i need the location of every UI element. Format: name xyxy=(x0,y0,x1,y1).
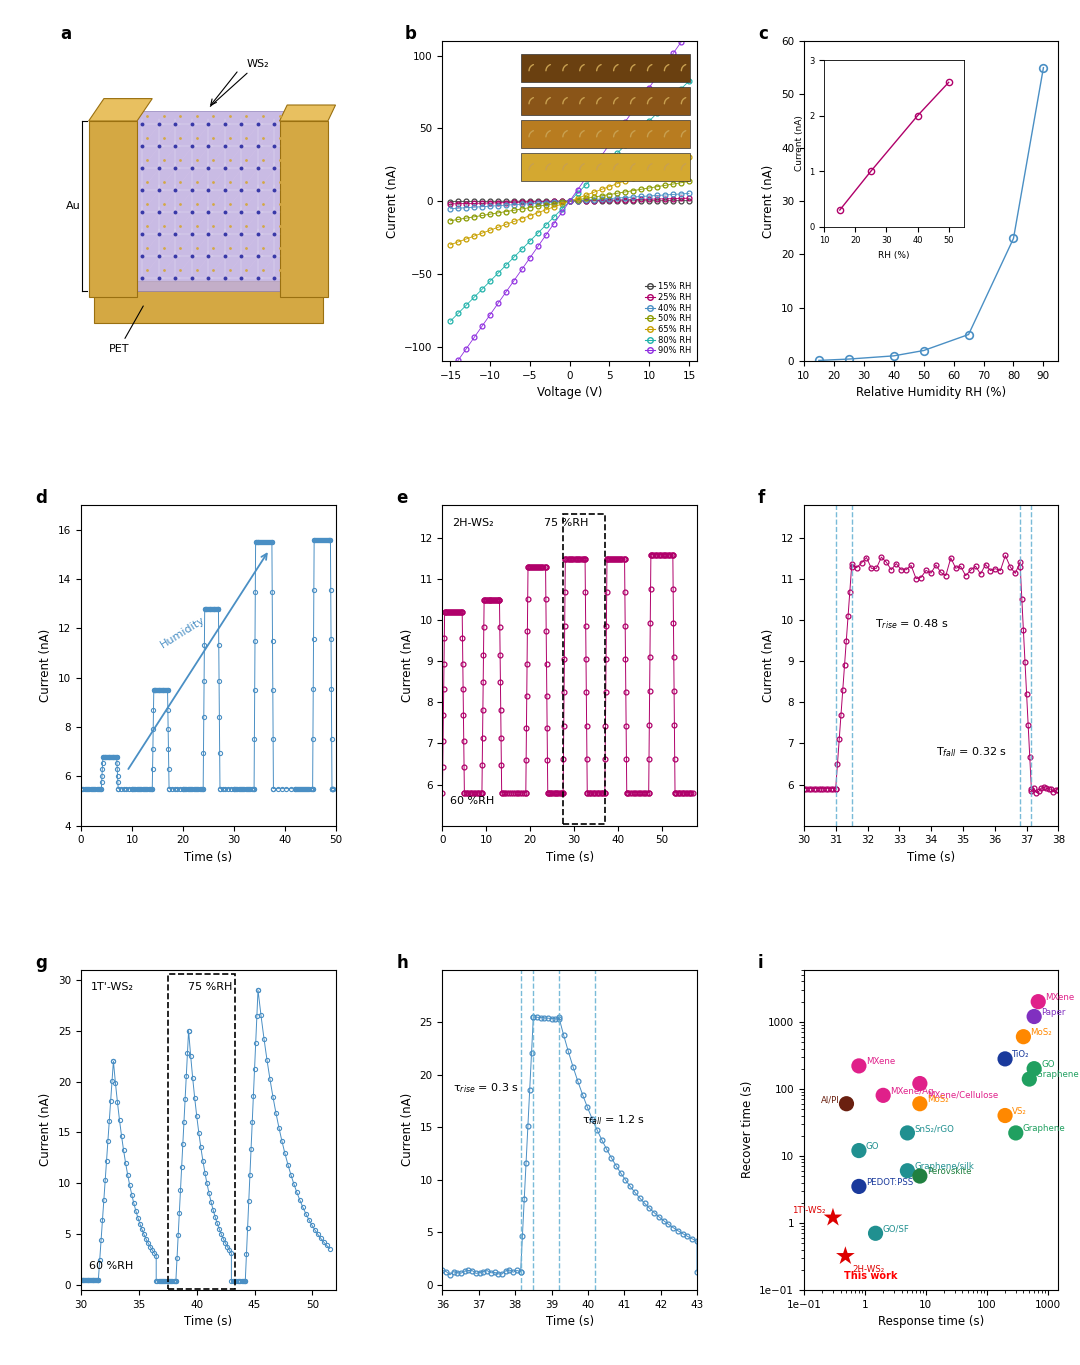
X-axis label: Relative Humidity RH (%): Relative Humidity RH (%) xyxy=(856,386,1007,400)
Text: MXene/Cellulose: MXene/Cellulose xyxy=(927,1091,998,1099)
Point xyxy=(1021,1069,1038,1091)
Point xyxy=(1015,1025,1032,1047)
Polygon shape xyxy=(89,121,137,298)
Text: 1T'-WS₂: 1T'-WS₂ xyxy=(91,983,134,992)
Text: Al/PI: Al/PI xyxy=(821,1095,839,1104)
X-axis label: Response time (s): Response time (s) xyxy=(878,1316,984,1328)
Text: 2H-WS₂: 2H-WS₂ xyxy=(453,519,495,528)
Polygon shape xyxy=(132,112,285,291)
Text: 2H-WS₂: 2H-WS₂ xyxy=(852,1265,885,1275)
Text: Perovskite: Perovskite xyxy=(927,1167,971,1177)
Text: τ$_{rise}$ = 0.3 s: τ$_{rise}$ = 0.3 s xyxy=(453,1081,518,1095)
Text: MoS₂: MoS₂ xyxy=(1030,1028,1052,1037)
Point xyxy=(837,1245,854,1267)
Y-axis label: Recover time (s): Recover time (s) xyxy=(741,1081,754,1178)
X-axis label: Time (s): Time (s) xyxy=(907,850,955,864)
Point xyxy=(875,1084,892,1106)
Point xyxy=(850,1055,867,1077)
Polygon shape xyxy=(280,121,328,298)
Text: Graphene Fiber: Graphene Fiber xyxy=(1037,1070,1080,1080)
Text: i: i xyxy=(758,954,764,972)
Y-axis label: Current (nA): Current (nA) xyxy=(762,164,775,238)
Text: This work: This work xyxy=(843,1271,897,1282)
Point xyxy=(912,1166,929,1188)
Polygon shape xyxy=(89,98,152,121)
X-axis label: Voltage (V): Voltage (V) xyxy=(537,386,603,400)
Text: c: c xyxy=(758,25,768,42)
Point xyxy=(824,1207,841,1228)
Text: MXene: MXene xyxy=(866,1058,895,1066)
Text: PET: PET xyxy=(109,306,144,354)
Legend: 15% RH, 25% RH, 40% RH, 50% RH, 65% RH, 80% RH, 90% RH: 15% RH, 25% RH, 40% RH, 50% RH, 65% RH, … xyxy=(644,281,692,358)
Point xyxy=(899,1122,916,1144)
X-axis label: Time (s): Time (s) xyxy=(545,850,594,864)
Text: h: h xyxy=(396,954,408,972)
X-axis label: Time (s): Time (s) xyxy=(185,1316,232,1328)
Polygon shape xyxy=(94,281,323,322)
Point xyxy=(838,1093,855,1115)
Point xyxy=(997,1048,1014,1070)
Text: VS₂: VS₂ xyxy=(1012,1107,1027,1115)
Text: GO: GO xyxy=(1041,1061,1054,1069)
Text: T$_{fall}$ = 0.32 s: T$_{fall}$ = 0.32 s xyxy=(936,745,1008,759)
X-axis label: Time (s): Time (s) xyxy=(185,850,232,864)
Y-axis label: Current (nA): Current (nA) xyxy=(40,1093,53,1167)
Text: Au: Au xyxy=(66,201,81,210)
Text: Humidity: Humidity xyxy=(159,614,207,650)
Text: TiO₂: TiO₂ xyxy=(1012,1050,1029,1059)
Point xyxy=(850,1175,867,1197)
Text: GO/SF: GO/SF xyxy=(882,1224,909,1234)
Point xyxy=(899,1160,916,1182)
Text: MXene/Ag: MXene/Ag xyxy=(890,1087,933,1096)
Text: a: a xyxy=(60,25,71,42)
Point xyxy=(1026,1006,1043,1028)
Text: WS₂: WS₂ xyxy=(211,59,269,106)
Point xyxy=(1026,1058,1043,1080)
Point xyxy=(1029,991,1047,1013)
Text: PEDOT:PSS: PEDOT:PSS xyxy=(866,1178,913,1186)
Y-axis label: Current (nA): Current (nA) xyxy=(386,164,399,238)
Point xyxy=(912,1093,929,1115)
Text: Graphene/silk: Graphene/silk xyxy=(915,1162,974,1171)
Text: Paper: Paper xyxy=(1041,1007,1066,1017)
Text: GO: GO xyxy=(866,1143,879,1151)
Y-axis label: Current (nA): Current (nA) xyxy=(401,1093,414,1167)
Bar xyxy=(563,513,605,823)
Text: T$_{rise}$ = 0.48 s: T$_{rise}$ = 0.48 s xyxy=(875,617,948,631)
Y-axis label: Current (nA): Current (nA) xyxy=(762,629,775,702)
Point xyxy=(997,1104,1014,1126)
Polygon shape xyxy=(280,105,336,121)
Y-axis label: Current (nA): Current (nA) xyxy=(401,629,414,702)
Point xyxy=(1008,1122,1025,1144)
Text: Graphene: Graphene xyxy=(1023,1125,1066,1133)
Y-axis label: Current (nA): Current (nA) xyxy=(40,629,53,702)
Text: g: g xyxy=(36,954,48,972)
Point xyxy=(867,1223,885,1245)
Text: f: f xyxy=(758,489,766,508)
Text: 60 %RH: 60 %RH xyxy=(89,1261,133,1271)
Text: MoS₂: MoS₂ xyxy=(927,1095,948,1104)
Text: 75 %RH: 75 %RH xyxy=(544,519,589,528)
Point xyxy=(850,1140,867,1162)
Bar xyxy=(167,973,234,1289)
Point xyxy=(912,1073,929,1095)
Text: b: b xyxy=(404,25,416,42)
Text: SnS₂/rGO: SnS₂/rGO xyxy=(915,1125,955,1133)
Text: 60 %RH: 60 %RH xyxy=(450,796,495,807)
X-axis label: Time (s): Time (s) xyxy=(545,1316,594,1328)
Text: τ$_{fall}$ = 1.2 s: τ$_{fall}$ = 1.2 s xyxy=(582,1114,646,1127)
Text: d: d xyxy=(36,489,48,508)
Text: 1T'-WS₂: 1T'-WS₂ xyxy=(793,1207,826,1215)
Text: e: e xyxy=(396,489,408,508)
Text: MXene: MXene xyxy=(1045,992,1075,1002)
Text: 75 %RH: 75 %RH xyxy=(188,983,232,992)
